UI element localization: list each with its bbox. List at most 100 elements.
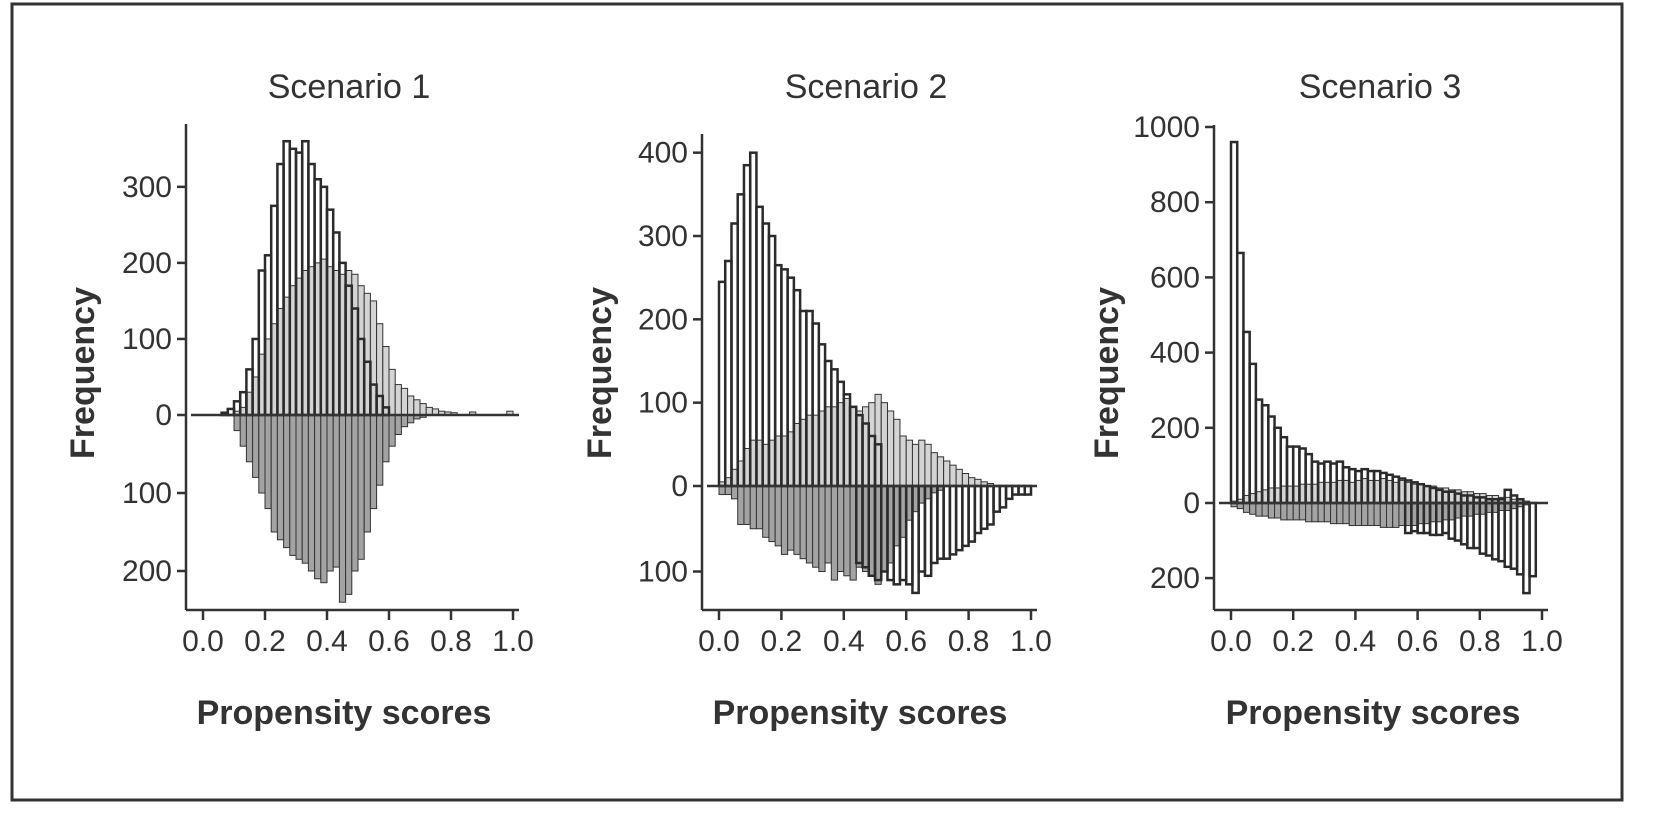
histogram-bar-dark-down — [1292, 502, 1300, 521]
x-axis-label: Propensity scores — [1226, 694, 1521, 732]
histogram-bar-dark-down — [837, 485, 845, 573]
panel-title: Scenario 1 — [268, 68, 431, 106]
histogram-bar-dark-down — [314, 414, 322, 580]
x-tick-label: 0.8 — [430, 625, 472, 658]
histogram-bar-dark-down — [301, 414, 309, 564]
y-tick-label: 0 — [1183, 487, 1200, 520]
histogram-bar-dark-down — [768, 485, 776, 543]
histogram-bar-dark-down — [1249, 502, 1257, 515]
histogram-bar-light-up — [407, 395, 415, 416]
histogram-bar-dark-down — [320, 414, 328, 584]
y-tick-label: 1000 — [1133, 111, 1200, 144]
histogram-bar-dark-down — [749, 485, 757, 530]
histogram-bar-dark-down — [1311, 502, 1319, 523]
histogram-bar-dark-down — [812, 485, 820, 568]
panel-scenario-2: Scenario 2 Frequency Propensity scores 4… — [581, 68, 1052, 732]
axes: 1000 800 600 400 200 0 200 0.0 0.2 0.4 0.6 0.8 1.0 — [1133, 111, 1563, 658]
y-tick-label: 0 — [155, 399, 172, 432]
histogram-bar-dark-down — [805, 485, 814, 564]
histogram-bar-dark-down — [245, 414, 254, 463]
histogram-bar-dark-down — [830, 485, 839, 581]
y-axis-label: Frequency — [64, 287, 102, 459]
y-tick-label: 0 — [671, 470, 688, 503]
histogram-bar-dark-down — [382, 414, 390, 463]
panel-title: Scenario 2 — [785, 68, 948, 106]
y-tick-label: 100 — [122, 477, 172, 510]
y-tick-label: 200 — [122, 247, 172, 280]
panel-title: Scenario 3 — [1299, 68, 1462, 106]
histogram-bar-dark-down — [239, 414, 247, 447]
histogram-bar-light-up — [394, 384, 402, 416]
histogram-bar-dark-down — [762, 485, 770, 538]
x-tick-label: 0.4 — [306, 625, 348, 658]
histogram-bar-dark-down — [338, 414, 347, 603]
histogram-bar-dark-down — [755, 485, 764, 530]
histogram-bar-light-up — [949, 464, 957, 487]
histogram-bar-light-up — [419, 403, 427, 416]
histogram-bar-light-up — [924, 443, 932, 487]
x-tick-label: 1.0 — [492, 625, 534, 658]
histogram-bar-dark-down — [376, 414, 384, 486]
histogram-bar-dark-down — [1286, 502, 1294, 521]
histogram-bar-light-up — [961, 473, 970, 487]
histogram-bar-dark-down — [1386, 502, 1394, 528]
histogram-bar-light-up — [930, 452, 938, 487]
x-tick-label: 0.0 — [1210, 625, 1252, 658]
histogram-bar-dark-down — [737, 485, 745, 525]
histogram-bar-dark-down — [326, 414, 334, 572]
y-tick-label: 200 — [122, 555, 172, 588]
histogram-bar-dark-down — [289, 414, 297, 556]
histogram-bar-dark-down — [780, 485, 789, 555]
histogram-bar-dark-down — [1361, 502, 1369, 527]
histogram-bar-dark-down — [1354, 502, 1363, 527]
y-tick-label: 100 — [122, 323, 172, 356]
histogram-bar-dark-down — [743, 485, 751, 525]
histogram-bar-dark-down — [718, 485, 726, 496]
histogram-bar-dark-down — [332, 414, 340, 568]
panel-scenario-1: Scenario 1 Frequency Propensity scores 3… — [64, 68, 534, 732]
histogram-bar-dark-down — [1305, 502, 1313, 523]
x-tick-label: 1.0 — [1521, 625, 1563, 658]
histogram-bar-dark-down — [1330, 502, 1338, 525]
x-tick-label: 0.0 — [182, 625, 224, 658]
histogram-bar-dark-down — [799, 485, 807, 560]
histogram-bar-dark-down — [1367, 502, 1375, 527]
histogram-bar-dark-down — [363, 414, 371, 533]
histogram-bar-dark-down — [264, 414, 272, 510]
histogram-bar-dark-down — [1336, 502, 1344, 525]
axes: 300 200 100 0 100 200 0.0 0.2 0.4 0.6 0.8 1.0 — [122, 124, 534, 658]
y-tick-label: 300 — [638, 220, 688, 253]
histogram-bar-dark-down — [276, 414, 285, 541]
x-axis-label: Propensity scores — [713, 694, 1008, 732]
histogram-bar-light-up — [955, 468, 963, 487]
histogram-bar-dark-down — [307, 414, 316, 572]
histogram-bar-dark-down — [787, 485, 795, 551]
x-tick-label: 0.2 — [244, 625, 286, 658]
histogram-bar-dark-down — [1348, 502, 1356, 527]
y-tick-label: 200 — [638, 303, 688, 336]
histogram-bar-dark-down — [1255, 502, 1263, 517]
y-tick-label: 200 — [1150, 562, 1200, 595]
histogram-bar-dark-down — [400, 414, 409, 428]
y-tick-label: 800 — [1150, 186, 1200, 219]
histogram-bar-dark-down — [1317, 502, 1325, 523]
histogram-bar-dark-down — [730, 485, 739, 500]
histogram-bar-dark-down — [283, 414, 291, 549]
histogram-bar-dark-down — [774, 485, 782, 547]
y-tick-label: 600 — [1150, 261, 1200, 294]
x-axis-label: Propensity scores — [197, 694, 492, 732]
y-axis-label: Frequency — [581, 287, 619, 459]
histogram-bar-dark-down — [345, 414, 353, 595]
x-tick-label: 0.6 — [368, 625, 410, 658]
histogram-bar-light-up — [400, 387, 409, 416]
histogram-bar-dark-down — [818, 485, 826, 573]
histogram-bar-light-up — [936, 456, 945, 487]
histogram-bar-dark-down — [1267, 502, 1276, 519]
histogram-bar-dark-down — [1242, 502, 1251, 513]
y-axis-label: Frequency — [1088, 287, 1126, 459]
y-tick-label: 100 — [638, 556, 688, 589]
histogram-bar-dark-down — [1392, 502, 1400, 528]
histogram-bar-dark-down — [1274, 502, 1282, 519]
x-tick-label: 0.8 — [948, 625, 990, 658]
